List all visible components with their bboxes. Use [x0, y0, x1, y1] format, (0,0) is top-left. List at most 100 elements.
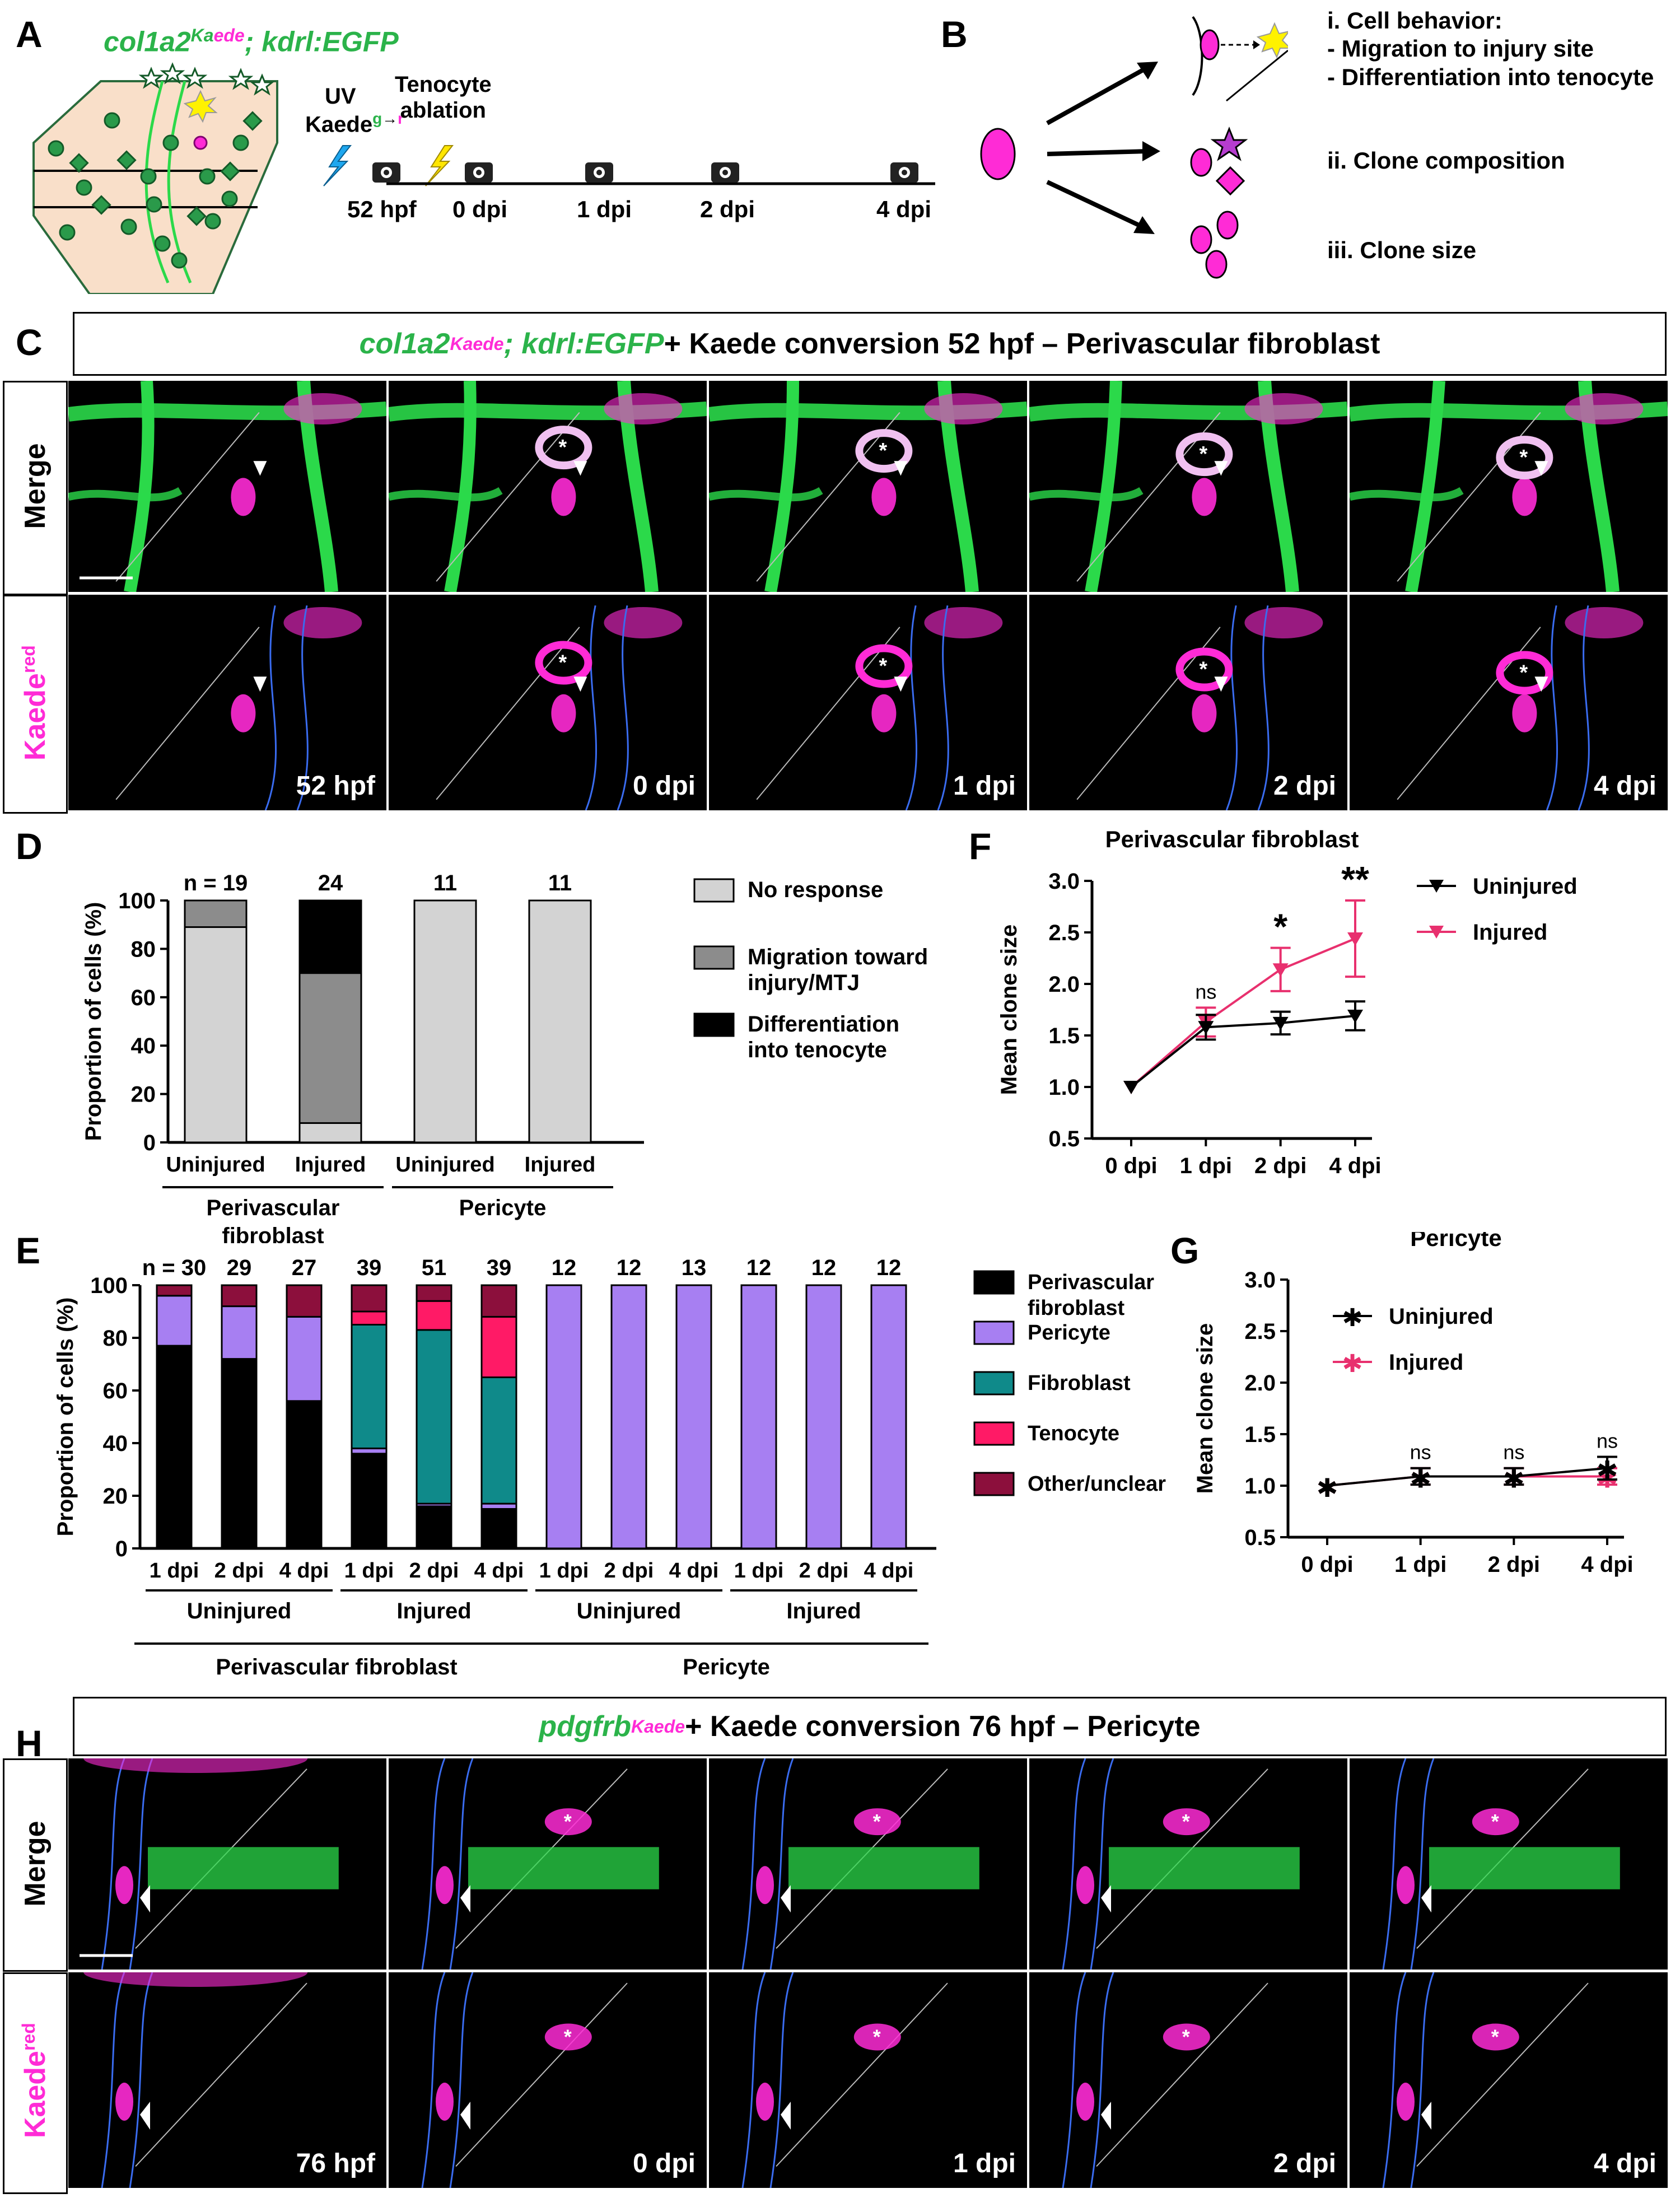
arrow-head	[1133, 216, 1155, 234]
n-label: 12	[617, 1256, 642, 1280]
x-tick-label: 1 dpi	[150, 1559, 199, 1583]
group-label: Perivascular fibroblast	[216, 1655, 457, 1679]
mtj-trace	[1410, 1972, 1435, 2188]
labeled-pericyte	[436, 1866, 454, 1905]
notochord-signal	[468, 1847, 659, 1889]
arrowhead-marker	[573, 676, 587, 692]
ablated-tenocyte	[1496, 436, 1553, 480]
merge-image-panel: *	[1029, 1758, 1347, 1970]
asterisk-marker: *	[1491, 2026, 1499, 2048]
kaede-image-panel: * 1 dpi	[709, 1972, 1027, 2188]
n-label: 24	[318, 871, 343, 895]
micrograph: *	[1029, 381, 1347, 592]
merge-image-panel	[68, 381, 386, 592]
vessel-signal	[68, 487, 183, 502]
bar-segment	[351, 1310, 388, 1326]
mtj-trace	[101, 1758, 125, 1970]
camera-icon	[465, 162, 493, 183]
bar-segment	[416, 1329, 452, 1505]
timepoint-label: 52 hpf	[296, 771, 375, 801]
y-tick-label: 100	[118, 889, 156, 913]
converted-cell	[193, 136, 208, 150]
legend-marker: ✱	[1342, 1350, 1363, 1378]
significance-label: ns	[1195, 980, 1216, 1003]
labeled-cell	[1512, 694, 1537, 732]
vessel-signal	[709, 487, 823, 502]
mtj-trace	[296, 605, 309, 810]
ablated-tenocyte	[1472, 2023, 1519, 2051]
legend-label: Other/unclear	[1028, 1472, 1166, 1496]
panel-label-h: H	[16, 1723, 43, 1764]
labeled-pericyte	[756, 1866, 774, 1905]
mtj-trace	[1062, 1758, 1086, 1970]
y-axis-label: Mean clone size	[1193, 1323, 1217, 1494]
bar-segment	[610, 1284, 647, 1550]
asterisk-marker: *	[1491, 1810, 1499, 1833]
kaede-image-panel: * 0 dpi	[389, 1972, 707, 2188]
labeled-pericyte	[1076, 2083, 1094, 2121]
bar-segment	[221, 1358, 258, 1550]
timepoint-label: 0 dpi	[632, 771, 696, 801]
ablated-tenocyte	[544, 1808, 592, 1836]
legend-label: Differentiation	[748, 1012, 899, 1037]
micrograph: *	[741, 1758, 979, 1970]
composition-text: ii. Clone composition	[1327, 147, 1565, 174]
vessel-wall	[1192, 16, 1203, 96]
timepoint-label: 4 dpi	[1593, 771, 1656, 801]
arrowhead-marker	[781, 2102, 791, 2130]
n-label: 29	[227, 1256, 252, 1280]
asterisk-marker: *	[873, 2026, 881, 2048]
series-line	[1327, 1467, 1608, 1487]
ablation-burst-icon	[1256, 22, 1288, 59]
y-tick-label: 1.5	[1244, 1422, 1276, 1447]
chart-title: Pericyte	[1410, 1232, 1501, 1251]
labeled-pericyte	[1076, 1866, 1094, 1905]
x-tick-label: 4 dpi	[1581, 1552, 1633, 1577]
kaede-signal	[1565, 393, 1644, 424]
micrograph: *	[756, 605, 1003, 810]
data-point	[1123, 1081, 1139, 1094]
asterisk-marker: *	[879, 439, 887, 463]
asterisk-marker: *	[879, 655, 887, 678]
mtj-trace	[1578, 605, 1590, 810]
arrowhead-marker	[894, 676, 908, 692]
micrograph: *	[1062, 1758, 1300, 1970]
behavior-text: i. Cell behavior: - Migration to injury …	[1327, 7, 1654, 90]
ablated-tenocyte	[1472, 1808, 1519, 1836]
cell-markers	[48, 111, 263, 269]
micrograph	[80, 1758, 339, 1970]
bar-segment	[184, 899, 248, 928]
asterisk-marker: *	[558, 651, 567, 675]
n-label: 12	[811, 1256, 837, 1280]
ablated-tenocyte	[853, 2023, 901, 2051]
labeled-pericyte	[115, 1866, 133, 1905]
myoseptum-trace	[455, 1982, 628, 2167]
arrowhead-marker	[1101, 1885, 1111, 1913]
mtj-trace	[769, 1758, 794, 1970]
mtj-trace	[1410, 1758, 1435, 1970]
kaede-signal	[604, 393, 683, 424]
y-tick-label: 20	[103, 1484, 128, 1509]
significance-label: **	[1341, 859, 1369, 899]
n-label: 11	[548, 871, 572, 895]
labeled-cell	[551, 694, 576, 732]
mtj-trace	[769, 1972, 794, 2188]
x-tick-label: 2 dpi	[1254, 1154, 1306, 1178]
bar-segment	[416, 1505, 452, 1550]
significance-label: ns	[1410, 1441, 1431, 1464]
asterisk-marker: *	[1519, 446, 1528, 469]
bar-segment	[184, 926, 248, 1144]
mtj-trace	[1225, 605, 1238, 810]
x-tick-label: Uninjured	[166, 1153, 265, 1177]
mtj-trace	[101, 1972, 125, 2188]
legend-label: Perivascular	[1028, 1271, 1154, 1294]
asterisk-marker: *	[564, 2026, 572, 2048]
bar-segment	[221, 1305, 258, 1360]
timepoint-label: 76 hpf	[296, 2149, 375, 2178]
series-line	[1130, 937, 1356, 1088]
timepoint-label: 1 dpi	[577, 196, 632, 222]
size-text: iii. Clone size	[1327, 237, 1477, 263]
bar-segment	[870, 1284, 907, 1550]
x-tick-label: 1 dpi	[539, 1559, 589, 1583]
y-tick-label: 1.5	[1048, 1024, 1080, 1048]
